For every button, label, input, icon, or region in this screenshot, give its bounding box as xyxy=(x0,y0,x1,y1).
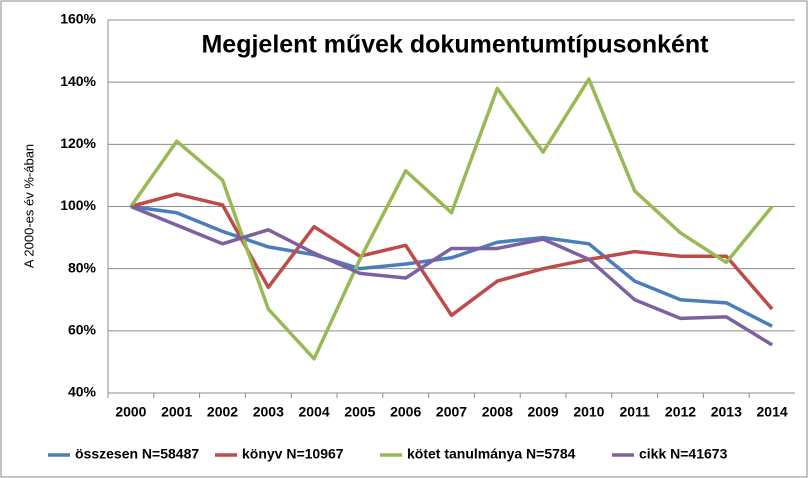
x-tick-label: 2005 xyxy=(344,404,375,420)
legend-label: összesen N=58487 xyxy=(75,446,199,462)
y-tick-label: 40% xyxy=(68,384,97,400)
y-tick-label: 100% xyxy=(60,197,96,213)
x-tick-label: 2008 xyxy=(482,404,513,420)
legend-label: kötet tanulmánya N=5784 xyxy=(407,446,576,462)
y-axis-label: A 2000-es év %-ában xyxy=(21,144,36,268)
y-tick-label: 160% xyxy=(60,11,96,27)
x-tick-label: 2010 xyxy=(573,404,604,420)
x-tick-label: 2009 xyxy=(528,404,559,420)
x-tick-label: 2004 xyxy=(299,404,330,420)
x-tick-label: 2007 xyxy=(436,404,467,420)
y-tick-label: 60% xyxy=(68,322,97,338)
x-tick-label: 2014 xyxy=(757,404,788,420)
chart-title: Megjelent művek dokumentumtípusonként xyxy=(201,31,709,59)
x-tick-label: 2000 xyxy=(115,404,146,420)
x-tick-label: 2001 xyxy=(161,404,192,420)
x-tick-label: 2011 xyxy=(620,404,651,420)
legend-label: könyv N=10967 xyxy=(242,446,344,462)
x-tick-label: 2002 xyxy=(207,404,238,420)
series-line xyxy=(130,204,774,347)
legend-label: cikk N=41673 xyxy=(639,446,728,462)
y-tick-label: 120% xyxy=(60,135,96,151)
series-line xyxy=(130,192,774,318)
x-tick-label: 2013 xyxy=(711,404,742,420)
y-tick-label: 140% xyxy=(60,73,96,89)
series-line xyxy=(130,204,773,328)
y-tick-label: 80% xyxy=(68,259,97,275)
x-tick-label: 2003 xyxy=(253,404,284,420)
x-tick-label: 2012 xyxy=(665,404,696,420)
series-line xyxy=(129,77,774,361)
x-tick-label: 2006 xyxy=(390,404,421,420)
